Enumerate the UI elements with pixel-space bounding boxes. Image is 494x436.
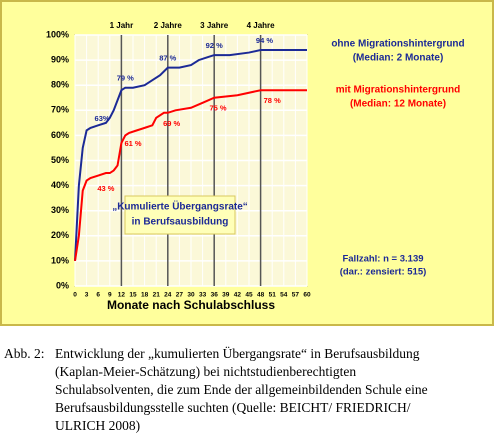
x-tick-label: 6 [96,292,100,299]
data-label: 94 % [256,36,273,45]
data-label: 79 % [117,74,134,83]
center-box-text: „Kumulierte Übergangsrate“ [112,200,248,213]
x-tick-label: 33 [199,292,207,299]
data-label: 87 % [159,54,176,63]
year-label: 2 Jahre [154,21,183,30]
x-tick-label: 27 [176,292,184,299]
y-tick-label: 90% [51,54,69,64]
y-tick-label: 30% [51,205,69,215]
data-label: 75 % [210,104,227,113]
data-label: 78 % [264,96,281,105]
y-tick-label: 80% [51,80,69,90]
x-tick-label: 12 [118,292,126,299]
x-tick-label: 18 [141,292,149,299]
y-tick-label: 0% [56,280,69,290]
sample-note: (dar.: zensiert: 515) [340,267,427,278]
caption-line: ULRICH 2008) [55,418,140,433]
x-tick-label: 51 [269,292,277,299]
caption-line: Entwicklung der „kumulierten Übergangsra… [55,346,420,361]
y-tick-label: 10% [51,255,69,265]
year-label: 4 Jahre [247,21,276,30]
year-label: 1 Jahr [110,21,134,30]
x-tick-label: 39 [222,292,230,299]
x-tick-label: 9 [108,292,112,299]
x-tick-label: 36 [211,292,219,299]
data-label: 69 % [163,119,180,128]
caption-label: Abb. 2: [4,346,45,361]
y-tick-label: 40% [51,180,69,190]
x-tick-label: 0 [73,292,77,299]
x-tick-label: 15 [129,292,137,299]
data-label: 63% [95,114,110,123]
x-tick-label: 30 [187,292,195,299]
caption-line: (Kaplan-Meier-Schätzung) bei nichtstudie… [55,364,356,379]
legend-label: ohne Migrationshintergrund [331,39,464,50]
y-tick-label: 50% [51,155,69,165]
center-box [124,195,236,235]
x-tick-label: 3 [85,292,89,299]
x-tick-label: 24 [164,292,172,299]
x-tick-label: 60 [303,292,311,299]
data-label: 61 % [124,139,141,148]
y-tick-label: 70% [51,105,69,115]
sample-note: Fallzahl: n = 3.139 [342,254,423,265]
y-tick-label: 60% [51,130,69,140]
legend-median: (Median: 12 Monate) [350,99,446,110]
caption-line: Berufsausbildungsstelle suchten (Quelle:… [55,400,411,415]
x-tick-label: 57 [292,292,300,299]
y-tick-label: 20% [51,230,69,240]
legend-label: mit Migrationshintergrund [336,85,460,96]
year-label: 3 Jahre [200,21,229,30]
x-tick-label: 45 [245,292,253,299]
center-box-text: in Berufsausbildung [132,217,229,228]
data-label: 43 % [97,184,114,193]
legend-median: (Median: 2 Monate) [353,53,444,64]
series-line [74,89,307,262]
x-axis-label: Monate nach Schulabschluss [107,298,275,312]
x-tick-label: 54 [280,292,288,299]
data-label: 92 % [206,41,223,50]
series-line [74,49,307,261]
x-tick-label: 21 [153,292,161,299]
caption-line: Schulabsolventen, die zum Ende der allge… [55,382,428,397]
y-tick-label: 100% [46,29,69,39]
x-tick-label: 48 [257,292,265,299]
x-tick-label: 42 [234,292,242,299]
